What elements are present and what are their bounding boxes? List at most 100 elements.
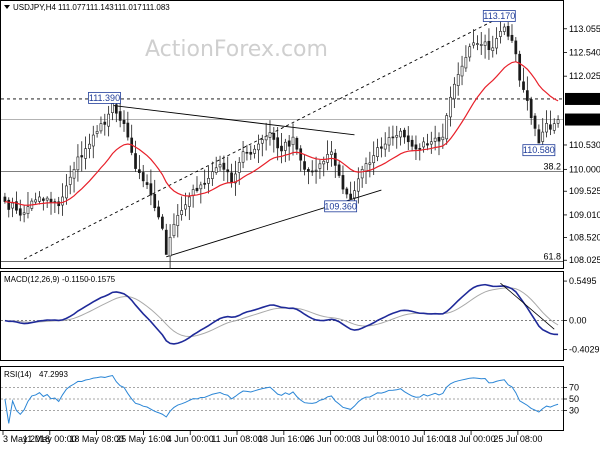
candle-body (287, 140, 291, 147)
candle-body (57, 201, 61, 207)
candle-body (322, 160, 326, 165)
candle-body (191, 189, 195, 196)
candle-body (479, 44, 483, 46)
macd-tick-label: 0.00 (569, 316, 587, 326)
time-tick-label: 3 May 2018 (3, 434, 50, 444)
time-tick-label: 26 Jun 00:00 (305, 434, 357, 444)
candle-body (88, 143, 91, 149)
candle-body (456, 74, 460, 86)
candle-body (303, 161, 306, 170)
candle-body (126, 122, 130, 138)
candle-body (122, 119, 126, 124)
price-tick-label: 112.025 (569, 71, 600, 81)
candle-body (395, 135, 399, 138)
time-tick-label: 10 Jul 16:00 (400, 434, 449, 444)
candle-body (145, 182, 149, 185)
candle-body (453, 83, 456, 100)
rsi-tick-label: 30 (569, 406, 579, 416)
candle-body (245, 151, 249, 154)
candle-body (3, 196, 7, 202)
candle-body (291, 136, 295, 146)
candle-body (552, 123, 556, 131)
candle-body (237, 162, 241, 173)
candle-body (537, 129, 541, 144)
candle-body (330, 151, 333, 155)
fib-label-1: 61.8 (543, 251, 561, 261)
chart-title-group: USDJPY,H4 111.077 111.143 111.017 111.08… (4, 3, 170, 12)
candle-body (114, 104, 118, 114)
candle-body (295, 137, 299, 150)
rsi-value: 47.2993 (39, 370, 68, 379)
price-tick-label: 108.520 (569, 232, 600, 242)
time-tick-label: 25 May 16:00 (116, 434, 171, 444)
candle-body (249, 151, 253, 155)
candle-body (549, 124, 552, 130)
candle-body (414, 144, 418, 150)
candle-body (276, 137, 280, 149)
time-tick-label: 25 Jul 08:00 (493, 434, 542, 444)
candle-body (180, 210, 183, 215)
candle-body (387, 137, 391, 146)
candle-body (138, 169, 141, 173)
ohlc-low: 111.017 (114, 3, 142, 12)
candle-body (429, 141, 433, 145)
candle-body (172, 223, 176, 237)
candle-body (11, 202, 14, 209)
rsi-tick-label: 70 (569, 382, 579, 392)
chart-title: USDJPY,H4 (13, 3, 57, 12)
rsi-line (4, 374, 559, 424)
candle-body (164, 229, 168, 255)
candle-body (111, 103, 114, 113)
candle-body (18, 208, 22, 216)
candle-body (510, 34, 514, 41)
candle-body (153, 194, 157, 209)
price-tick-label: 110.530 (569, 140, 600, 150)
candle-body (491, 47, 495, 51)
candle-body (41, 198, 45, 201)
trendline-0 (112, 104, 355, 136)
candle-body (353, 190, 356, 199)
candle-body (345, 188, 349, 195)
candle-body (45, 197, 49, 201)
time-tick-label: 11 Jun 08:00 (211, 434, 262, 444)
macd-trendline (500, 282, 555, 330)
candle-body (314, 169, 318, 172)
macd-tick-label: -0.4029 (569, 345, 600, 355)
candle-body (464, 57, 468, 69)
candle-body (449, 96, 452, 118)
candle-body (68, 176, 72, 185)
candle-body (391, 136, 395, 139)
rsi-pane (0, 366, 564, 431)
time-tick-label: 18 May 08:00 (69, 434, 124, 444)
candle-body (406, 135, 410, 143)
candle-body (356, 178, 360, 192)
candle-body (260, 139, 264, 144)
macd-signal-line (4, 287, 559, 338)
candle-body (318, 163, 322, 169)
macd-value-2: -0.1575 (88, 275, 116, 284)
macd-title: MACD(12,26,9) (4, 275, 60, 284)
candle-body (234, 173, 237, 184)
candle-body (418, 148, 422, 150)
candle-body (84, 148, 87, 159)
candle-body (307, 169, 310, 172)
candle-body (299, 148, 303, 161)
watermark: ActionForex.com (145, 37, 328, 62)
candle-body (141, 172, 145, 182)
candle-body (218, 164, 222, 168)
candle-body (514, 40, 518, 55)
candle-body (280, 145, 283, 152)
candle-body (364, 163, 368, 172)
candle-body (376, 147, 379, 157)
ema-line (4, 61, 559, 206)
candle-body (72, 169, 76, 179)
candle-body (203, 182, 207, 185)
candle-body (410, 139, 414, 147)
candle-body (445, 115, 449, 140)
collapse-triangle-icon (4, 5, 10, 9)
price-tick-label: 108.025 (569, 255, 600, 265)
candle-body (502, 26, 506, 32)
candle-body (210, 171, 214, 179)
fib-label-0: 38.2 (543, 162, 561, 172)
ohlc-open: 111.077 (58, 3, 86, 12)
